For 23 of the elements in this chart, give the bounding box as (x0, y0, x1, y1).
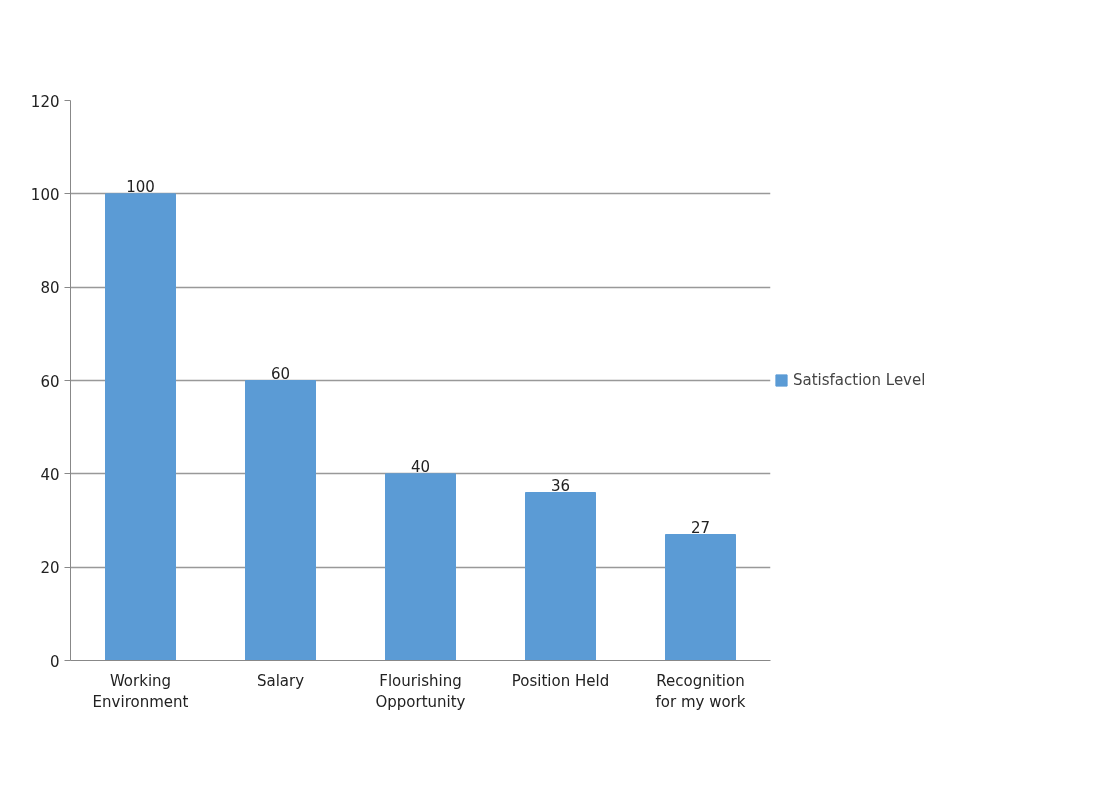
bar (105, 193, 176, 661)
data-label: 100 (126, 177, 155, 196)
x-tick-label: Flourishing Opportunity (375, 671, 466, 712)
data-label: 40 (410, 457, 431, 476)
data-label: 27 (690, 518, 711, 537)
bar (385, 473, 456, 661)
data-label: 36 (550, 476, 571, 495)
y-tick-label: 80 (40, 279, 60, 298)
x-tick-label: Working Environment (92, 671, 189, 712)
y-tick-label: 20 (40, 559, 60, 578)
bar (525, 492, 596, 661)
bar (245, 380, 316, 661)
y-tick-label: 100 (30, 185, 60, 204)
x-tick-label: Salary (256, 671, 305, 690)
data-label: 60 (270, 364, 291, 383)
bar (665, 534, 736, 661)
x-tick-label: Position Held (511, 671, 610, 690)
y-tick-label: 40 (40, 465, 60, 484)
y-tick-label: 0 (49, 652, 60, 671)
y-tick-label: 120 (30, 92, 60, 111)
y-tick-label: 60 (40, 372, 60, 391)
legend-label: Satisfaction Level (793, 371, 926, 389)
x-tick-label: Recognition for my work (655, 671, 746, 712)
